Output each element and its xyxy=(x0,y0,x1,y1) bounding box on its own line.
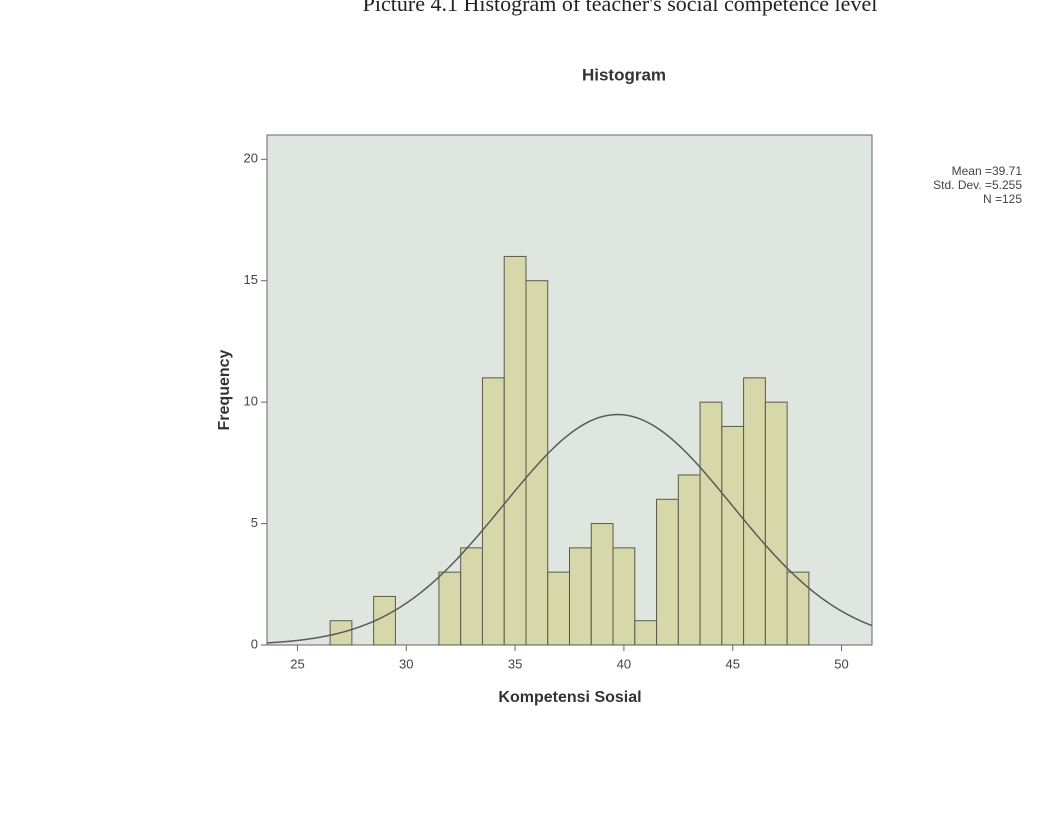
x-tick-label: 30 xyxy=(399,656,413,671)
bar xyxy=(764,401,788,646)
bar xyxy=(460,547,483,646)
bar xyxy=(438,571,462,646)
bar xyxy=(590,523,614,646)
stat-label: Mean = xyxy=(952,164,992,178)
x-tick-label: 35 xyxy=(508,656,522,671)
x-tick-label: 45 xyxy=(725,656,739,671)
y-axis-label: Frequency xyxy=(216,349,233,430)
bar xyxy=(525,280,549,646)
y-tick-label: 5 xyxy=(251,515,258,530)
bar xyxy=(547,571,571,646)
stat-value: 39.71 xyxy=(992,164,1022,178)
stat-text: Std. Dev. =5.255 xyxy=(933,178,1022,192)
x-axis-label: Kompetensi Sosial xyxy=(498,689,641,706)
bar xyxy=(481,377,505,646)
caption: Picture 4.1 Histogram of teacher's socia… xyxy=(363,0,878,16)
bar xyxy=(743,377,766,646)
bar xyxy=(699,401,723,646)
stat-text: N =125 xyxy=(983,192,1022,206)
bar xyxy=(786,571,810,646)
chart-title: Histogram xyxy=(582,65,666,84)
stat-label: N = xyxy=(983,192,1002,206)
normal-curve xyxy=(266,413,873,644)
bar xyxy=(721,425,745,646)
y-tick-label: 10 xyxy=(244,394,258,409)
bar xyxy=(569,547,592,646)
bar xyxy=(677,474,701,646)
bar xyxy=(634,620,658,646)
y-tick-label: 15 xyxy=(244,272,258,287)
bar xyxy=(656,498,679,646)
x-tick-label: 50 xyxy=(834,656,848,671)
bar xyxy=(612,547,636,646)
bar xyxy=(373,595,396,646)
y-tick-label: 0 xyxy=(251,636,258,651)
x-tick-label: 25 xyxy=(290,656,304,671)
bar xyxy=(503,255,527,646)
x-tick-label: 40 xyxy=(617,656,631,671)
stat-value: 5.255 xyxy=(992,178,1022,192)
stat-label: Std. Dev. = xyxy=(933,178,992,192)
stat-text: Mean =39.71 xyxy=(952,164,1023,178)
stat-value: 125 xyxy=(1002,192,1022,206)
y-tick-label: 20 xyxy=(244,151,258,166)
